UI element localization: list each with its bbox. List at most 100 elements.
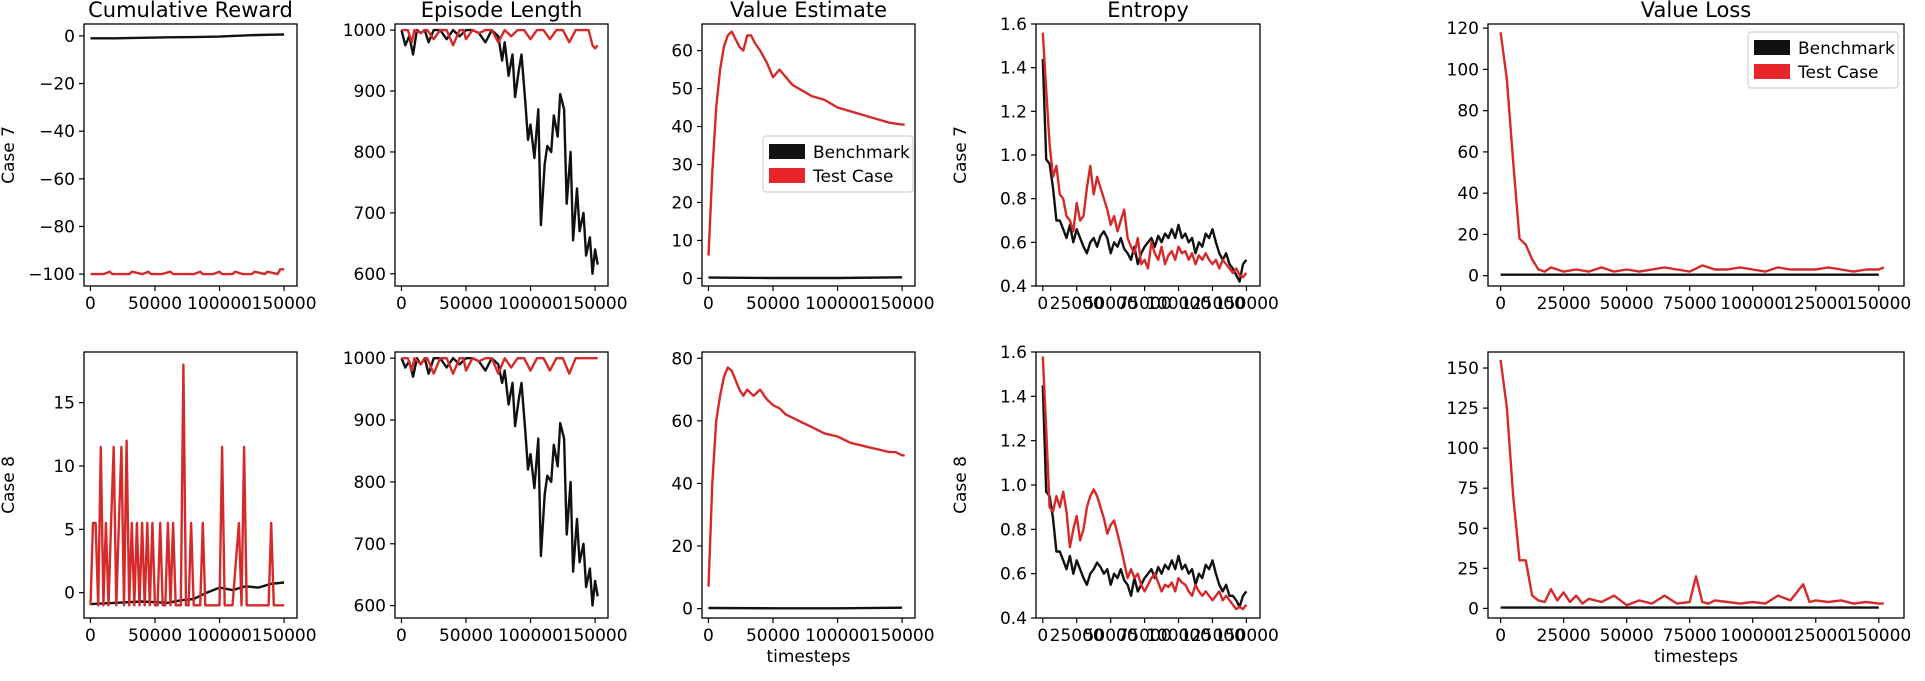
series-line-test-case	[1041, 32, 1248, 279]
series-line-benchmark	[1041, 58, 1248, 283]
x-tick-label: 75000	[1663, 626, 1717, 646]
y-tick-label: 20	[1457, 225, 1479, 245]
series-line-test-case	[401, 28, 599, 50]
x-tick-label: 100000	[1720, 294, 1785, 314]
x-tick-label: 0	[396, 294, 407, 314]
chart-title: Entropy	[1107, 0, 1189, 22]
y-tick-label: 50	[1457, 519, 1479, 539]
chart-title: Value Estimate	[730, 0, 887, 22]
series-line-benchmark	[1041, 385, 1248, 609]
y-tick-label: 1.2	[1000, 102, 1027, 122]
x-tick-label: 150000	[870, 294, 935, 314]
y-tick-label: 1.0	[1000, 476, 1027, 496]
subplot-8: 0 50000 100000 150000 0 20 40 60 80 timesteps	[671, 349, 934, 667]
y-axis-label: Case 8	[951, 456, 971, 514]
y-tick-label: 0.8	[1000, 190, 1027, 210]
x-tick-label: 100000	[498, 626, 563, 646]
x-tick-label: 100000	[805, 294, 870, 314]
y-tick-label: 1.0	[1000, 146, 1027, 166]
x-tick-label: 100000	[805, 626, 870, 646]
y-tick-label: 20	[671, 193, 693, 213]
x-tick-label: 75000	[1663, 294, 1717, 314]
y-tick-label: 700	[354, 535, 386, 555]
legend-swatch-benchmark	[769, 144, 805, 159]
y-tick-label: 40	[1457, 184, 1479, 204]
x-tick-label: 50000	[439, 626, 493, 646]
x-axis-label: timesteps	[1654, 647, 1738, 667]
x-tick-label: 125000	[1783, 294, 1848, 314]
x-tick-label: 75000	[1118, 626, 1172, 646]
y-tick-label: −100	[28, 265, 75, 285]
chart-title: Value Loss	[1641, 0, 1751, 22]
legend: Benchmark Test Case	[1747, 31, 1899, 89]
y-tick-label: 60	[1457, 143, 1479, 163]
legend-swatch-test-case	[769, 168, 805, 183]
y-tick-label: 0.8	[1000, 520, 1027, 540]
x-tick-label: 150000	[252, 626, 317, 646]
y-tick-label: 80	[1457, 102, 1479, 122]
series-line-test-case	[1499, 359, 1884, 607]
legend-label: Test Case	[1797, 63, 1878, 83]
y-tick-label: 0	[682, 600, 693, 620]
x-tick-label: 75000	[1118, 294, 1172, 314]
x-tick-label: 50000	[128, 294, 182, 314]
series-line-test-case	[1041, 356, 1248, 611]
legend-swatch-benchmark	[1754, 40, 1790, 55]
x-tick-label: 50000	[1084, 294, 1138, 314]
subplot-7: 0 50000 100000 150000 600 700 800 900 1000	[343, 349, 628, 646]
series-line-test-case	[401, 357, 598, 375]
x-tick-label: 0	[396, 626, 407, 646]
y-tick-label: 30	[671, 155, 693, 175]
x-tick-label: 0	[703, 294, 714, 314]
x-tick-label: 0	[85, 294, 96, 314]
subplot-6: 0 50000 100000 150000 0 5 10 15 Case 8	[0, 351, 317, 646]
y-tick-label: 1.6	[1000, 343, 1027, 363]
x-tick-label: 25000	[1050, 294, 1104, 314]
y-axis-label: Case 8	[0, 456, 19, 514]
x-tick-label: 100000	[1146, 626, 1211, 646]
y-tick-label: 50	[671, 80, 693, 100]
subplot-2: Episode Length 0 50000 100000 150000 600 700 80…	[343, 0, 628, 314]
y-tick-label: 80	[671, 349, 693, 369]
y-tick-label: −60	[39, 170, 75, 190]
axes-frame	[1487, 351, 1905, 619]
y-tick-label: 700	[354, 204, 386, 224]
series-line-benchmark	[708, 606, 903, 610]
y-tick-label: 1.4	[1000, 387, 1027, 407]
series-line-benchmark	[400, 357, 599, 607]
y-axis-label: Case 7	[951, 126, 971, 184]
x-tick-label: 0	[1037, 294, 1048, 314]
y-axis-label: Case 7	[0, 126, 19, 184]
x-tick-label: 50000	[1084, 626, 1138, 646]
x-tick-label: 150000	[1846, 294, 1911, 314]
x-tick-label: 150000	[563, 294, 628, 314]
x-tick-label: 0	[1495, 626, 1506, 646]
legend-label: Benchmark	[1798, 39, 1895, 59]
y-tick-label: 20	[671, 537, 693, 557]
chart-title: Episode Length	[421, 0, 583, 22]
axes-frame	[83, 23, 298, 287]
x-tick-label: 125000	[1180, 626, 1245, 646]
axes-frame	[701, 351, 916, 619]
series-line-test-case	[707, 30, 905, 256]
axes-frame	[83, 351, 298, 619]
legend-swatch-test-case	[1754, 64, 1790, 79]
x-tick-label: 125000	[1783, 626, 1848, 646]
y-tick-label: 60	[671, 412, 693, 432]
axes-frame	[1035, 351, 1261, 619]
subplot-4: Entropy 0 25000500007500010000012500015000…	[951, 0, 1279, 314]
legend: Benchmark Test Case	[762, 135, 914, 193]
axes-frame	[394, 23, 609, 287]
chart-title: Cumulative Reward	[88, 0, 293, 22]
y-tick-label: 0.4	[1000, 609, 1027, 629]
subplot-3: Value Estimate 0 50000 100000 150000 0 10 20 30 4…	[671, 0, 934, 314]
series-line-test-case	[90, 268, 285, 276]
series-line-benchmark	[400, 28, 599, 275]
x-tick-label: 150000	[870, 626, 935, 646]
subplot-5: Value Loss 0 25000 50000 75000 10000012500015…	[1447, 0, 1912, 314]
y-tick-label: 0	[64, 584, 75, 604]
series-line-test-case	[1499, 32, 1885, 273]
